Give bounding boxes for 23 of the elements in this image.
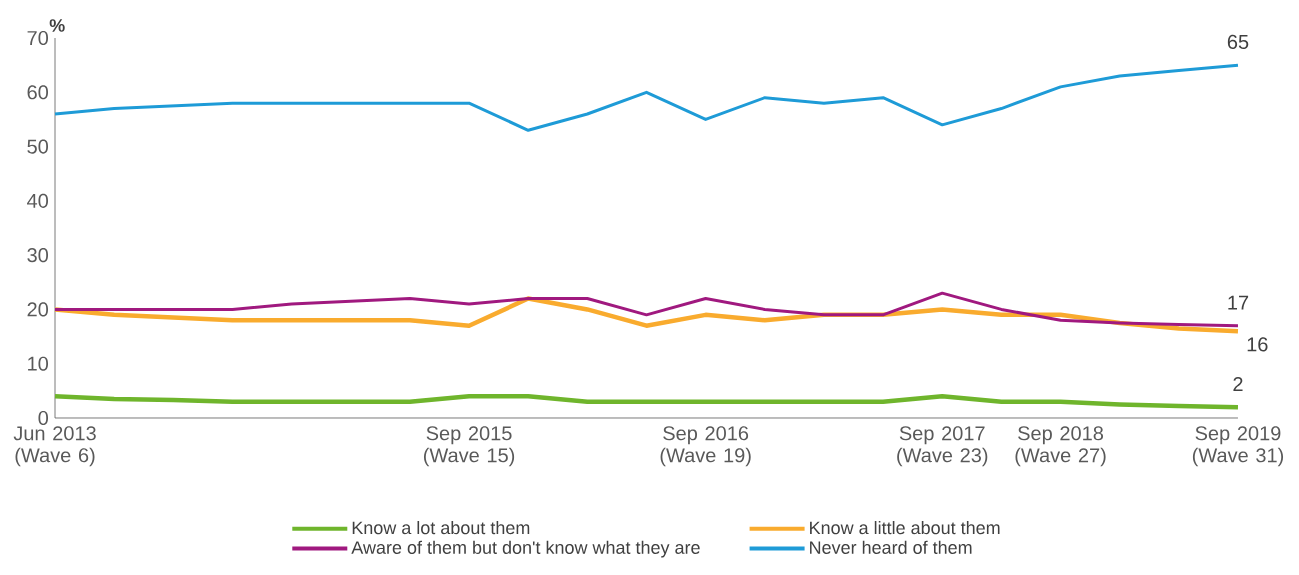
x-tick-label: Sep 2018 (Wave 27) [1015, 426, 1106, 467]
y-tick-label: 30 [27, 248, 49, 263]
y-tick-label: 20 [27, 302, 49, 317]
legend-label: Know a lot about them [352, 520, 530, 535]
legend-label: Know a little about them [810, 520, 1000, 535]
y-tick-label: 60 [27, 85, 49, 100]
y-tick-label: 70 [27, 30, 49, 46]
legend-label: Aware of them but don't know what they are [351, 540, 700, 558]
y-axis-title: % [49, 19, 65, 32]
x-tick-label: Sep 2017 (Wave 23) [897, 426, 988, 467]
legend-label: Never heard of them [810, 540, 972, 554]
data-label: 17 [1228, 295, 1249, 310]
x-tick-label: Sep 2015 (Wave 15) [423, 426, 515, 467]
y-tick-label: 50 [27, 139, 49, 154]
data-label: 65 [1227, 34, 1249, 49]
y-tick-label: 10 [28, 356, 49, 371]
data-label: 2 [1233, 376, 1243, 391]
y-tick-label: 40 [27, 193, 49, 208]
x-tick-label: Sep 2016 (Wave 19) [660, 426, 751, 467]
y-tick-label: 0 [38, 410, 49, 426]
x-tick-label: Sep 2019 (Wave 31) [1192, 426, 1284, 467]
data-label: 16 [1247, 337, 1268, 352]
x-tick-label: Jun 2013 (Wave 6) [13, 426, 96, 467]
